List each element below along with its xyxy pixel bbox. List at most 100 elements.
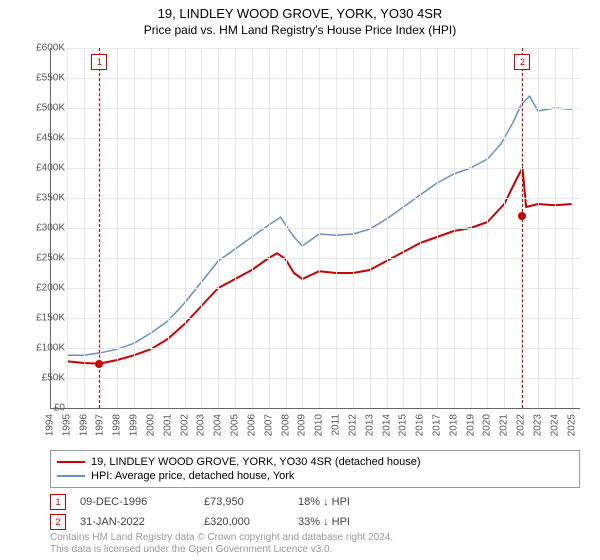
y-tick-label: £150K: [19, 313, 65, 324]
legend-label: HPI: Average price, detached house, York: [91, 470, 294, 482]
marker-vline: [99, 48, 100, 408]
gridline-v: [269, 48, 270, 408]
y-tick-label: £550K: [19, 73, 65, 84]
gridline-v: [117, 48, 118, 408]
gridline-v: [454, 48, 455, 408]
transaction-pct: 18% ↓ HPI: [298, 496, 388, 508]
gridline-h: [50, 198, 580, 199]
x-tick-label: 2002: [179, 414, 190, 436]
gridline-h: [50, 228, 580, 229]
x-tick-label: 2004: [213, 414, 224, 436]
gridline-h: [50, 318, 580, 319]
gridline-h: [50, 108, 580, 109]
y-tick-label: £500K: [19, 103, 65, 114]
y-tick-label: £250K: [19, 253, 65, 264]
gridline-v: [235, 48, 236, 408]
y-tick-label: £600K: [19, 43, 65, 54]
transaction-pct: 33% ↓ HPI: [298, 516, 388, 528]
gridline-h: [50, 78, 580, 79]
transactions-table: 109-DEC-1996£73,95018% ↓ HPI231-JAN-2022…: [50, 492, 580, 532]
y-tick-label: £350K: [19, 193, 65, 204]
gridline-v: [151, 48, 152, 408]
gridline-v: [387, 48, 388, 408]
x-tick-label: 2005: [230, 414, 241, 436]
x-tick-label: 2008: [280, 414, 291, 436]
gridline-v: [336, 48, 337, 408]
legend-swatch: [57, 475, 85, 477]
footer-attribution: Contains HM Land Registry data © Crown c…: [50, 532, 393, 556]
y-tick-label: £300K: [19, 223, 65, 234]
x-tick-label: 2001: [162, 414, 173, 436]
marker-label: 1: [91, 54, 107, 70]
gridline-v: [555, 48, 556, 408]
x-tick-label: 2018: [448, 414, 459, 436]
gridline-v: [403, 48, 404, 408]
gridline-v: [538, 48, 539, 408]
x-tick-label: 2024: [549, 414, 560, 436]
y-tick-label: £0: [19, 403, 65, 414]
y-tick-label: £200K: [19, 283, 65, 294]
legend-swatch: [57, 461, 85, 463]
x-tick-label: 1996: [78, 414, 89, 436]
gridline-h: [50, 348, 580, 349]
marker-label: 2: [514, 54, 530, 70]
y-tick-label: £450K: [19, 133, 65, 144]
transaction-marker-icon: 1: [50, 494, 66, 510]
gridline-v: [504, 48, 505, 408]
x-tick-label: 2006: [246, 414, 257, 436]
transaction-date: 09-DEC-1996: [80, 496, 190, 508]
y-tick-label: £100K: [19, 343, 65, 354]
gridline-h: [50, 378, 580, 379]
x-tick-label: 1998: [112, 414, 123, 436]
x-tick-label: 1994: [45, 414, 56, 436]
x-tick-label: 2010: [314, 414, 325, 436]
x-tick-label: 1995: [61, 414, 72, 436]
x-tick-label: 2015: [398, 414, 409, 436]
x-tick-label: 2021: [499, 414, 510, 436]
transaction-row: 231-JAN-2022£320,00033% ↓ HPI: [50, 512, 580, 532]
x-tick-label: 2023: [532, 414, 543, 436]
y-tick-label: £50K: [19, 373, 65, 384]
gridline-v: [84, 48, 85, 408]
marker-vline: [522, 48, 523, 408]
plot-area: 12: [50, 48, 580, 408]
marker-point: [518, 212, 526, 220]
x-tick-label: 2000: [145, 414, 156, 436]
gridline-h: [50, 258, 580, 259]
x-tick-label: 2012: [347, 414, 358, 436]
gridline-v: [437, 48, 438, 408]
gridline-v: [302, 48, 303, 408]
gridline-h: [50, 168, 580, 169]
gridline-v: [353, 48, 354, 408]
chart-subtitle: Price paid vs. HM Land Registry's House …: [0, 21, 600, 37]
gridline-h: [50, 138, 580, 139]
gridline-v: [286, 48, 287, 408]
x-tick-label: 2020: [482, 414, 493, 436]
legend-item-hpi: HPI: Average price, detached house, York: [57, 469, 573, 483]
x-tick-label: 2016: [415, 414, 426, 436]
chart-title: 19, LINDLEY WOOD GROVE, YORK, YO30 4SR: [0, 0, 600, 21]
x-axis: [50, 408, 580, 409]
legend: 19, LINDLEY WOOD GROVE, YORK, YO30 4SR (…: [50, 450, 580, 488]
x-tick-label: 2025: [566, 414, 577, 436]
gridline-v: [201, 48, 202, 408]
legend-item-price-paid: 19, LINDLEY WOOD GROVE, YORK, YO30 4SR (…: [57, 455, 573, 469]
x-tick-label: 2007: [263, 414, 274, 436]
x-tick-label: 1999: [129, 414, 140, 436]
x-tick-label: 2009: [297, 414, 308, 436]
gridline-v: [185, 48, 186, 408]
transaction-price: £320,000: [204, 516, 284, 528]
gridline-h: [50, 288, 580, 289]
gridline-v: [100, 48, 101, 408]
y-tick-label: £400K: [19, 163, 65, 174]
gridline-v: [487, 48, 488, 408]
gridline-v: [471, 48, 472, 408]
gridline-v: [420, 48, 421, 408]
x-tick-label: 2022: [516, 414, 527, 436]
gridline-v: [370, 48, 371, 408]
gridline-h: [50, 48, 580, 49]
legend-label: 19, LINDLEY WOOD GROVE, YORK, YO30 4SR (…: [91, 456, 421, 468]
x-tick-label: 2013: [364, 414, 375, 436]
gridline-v: [67, 48, 68, 408]
transaction-marker-icon: 2: [50, 514, 66, 530]
